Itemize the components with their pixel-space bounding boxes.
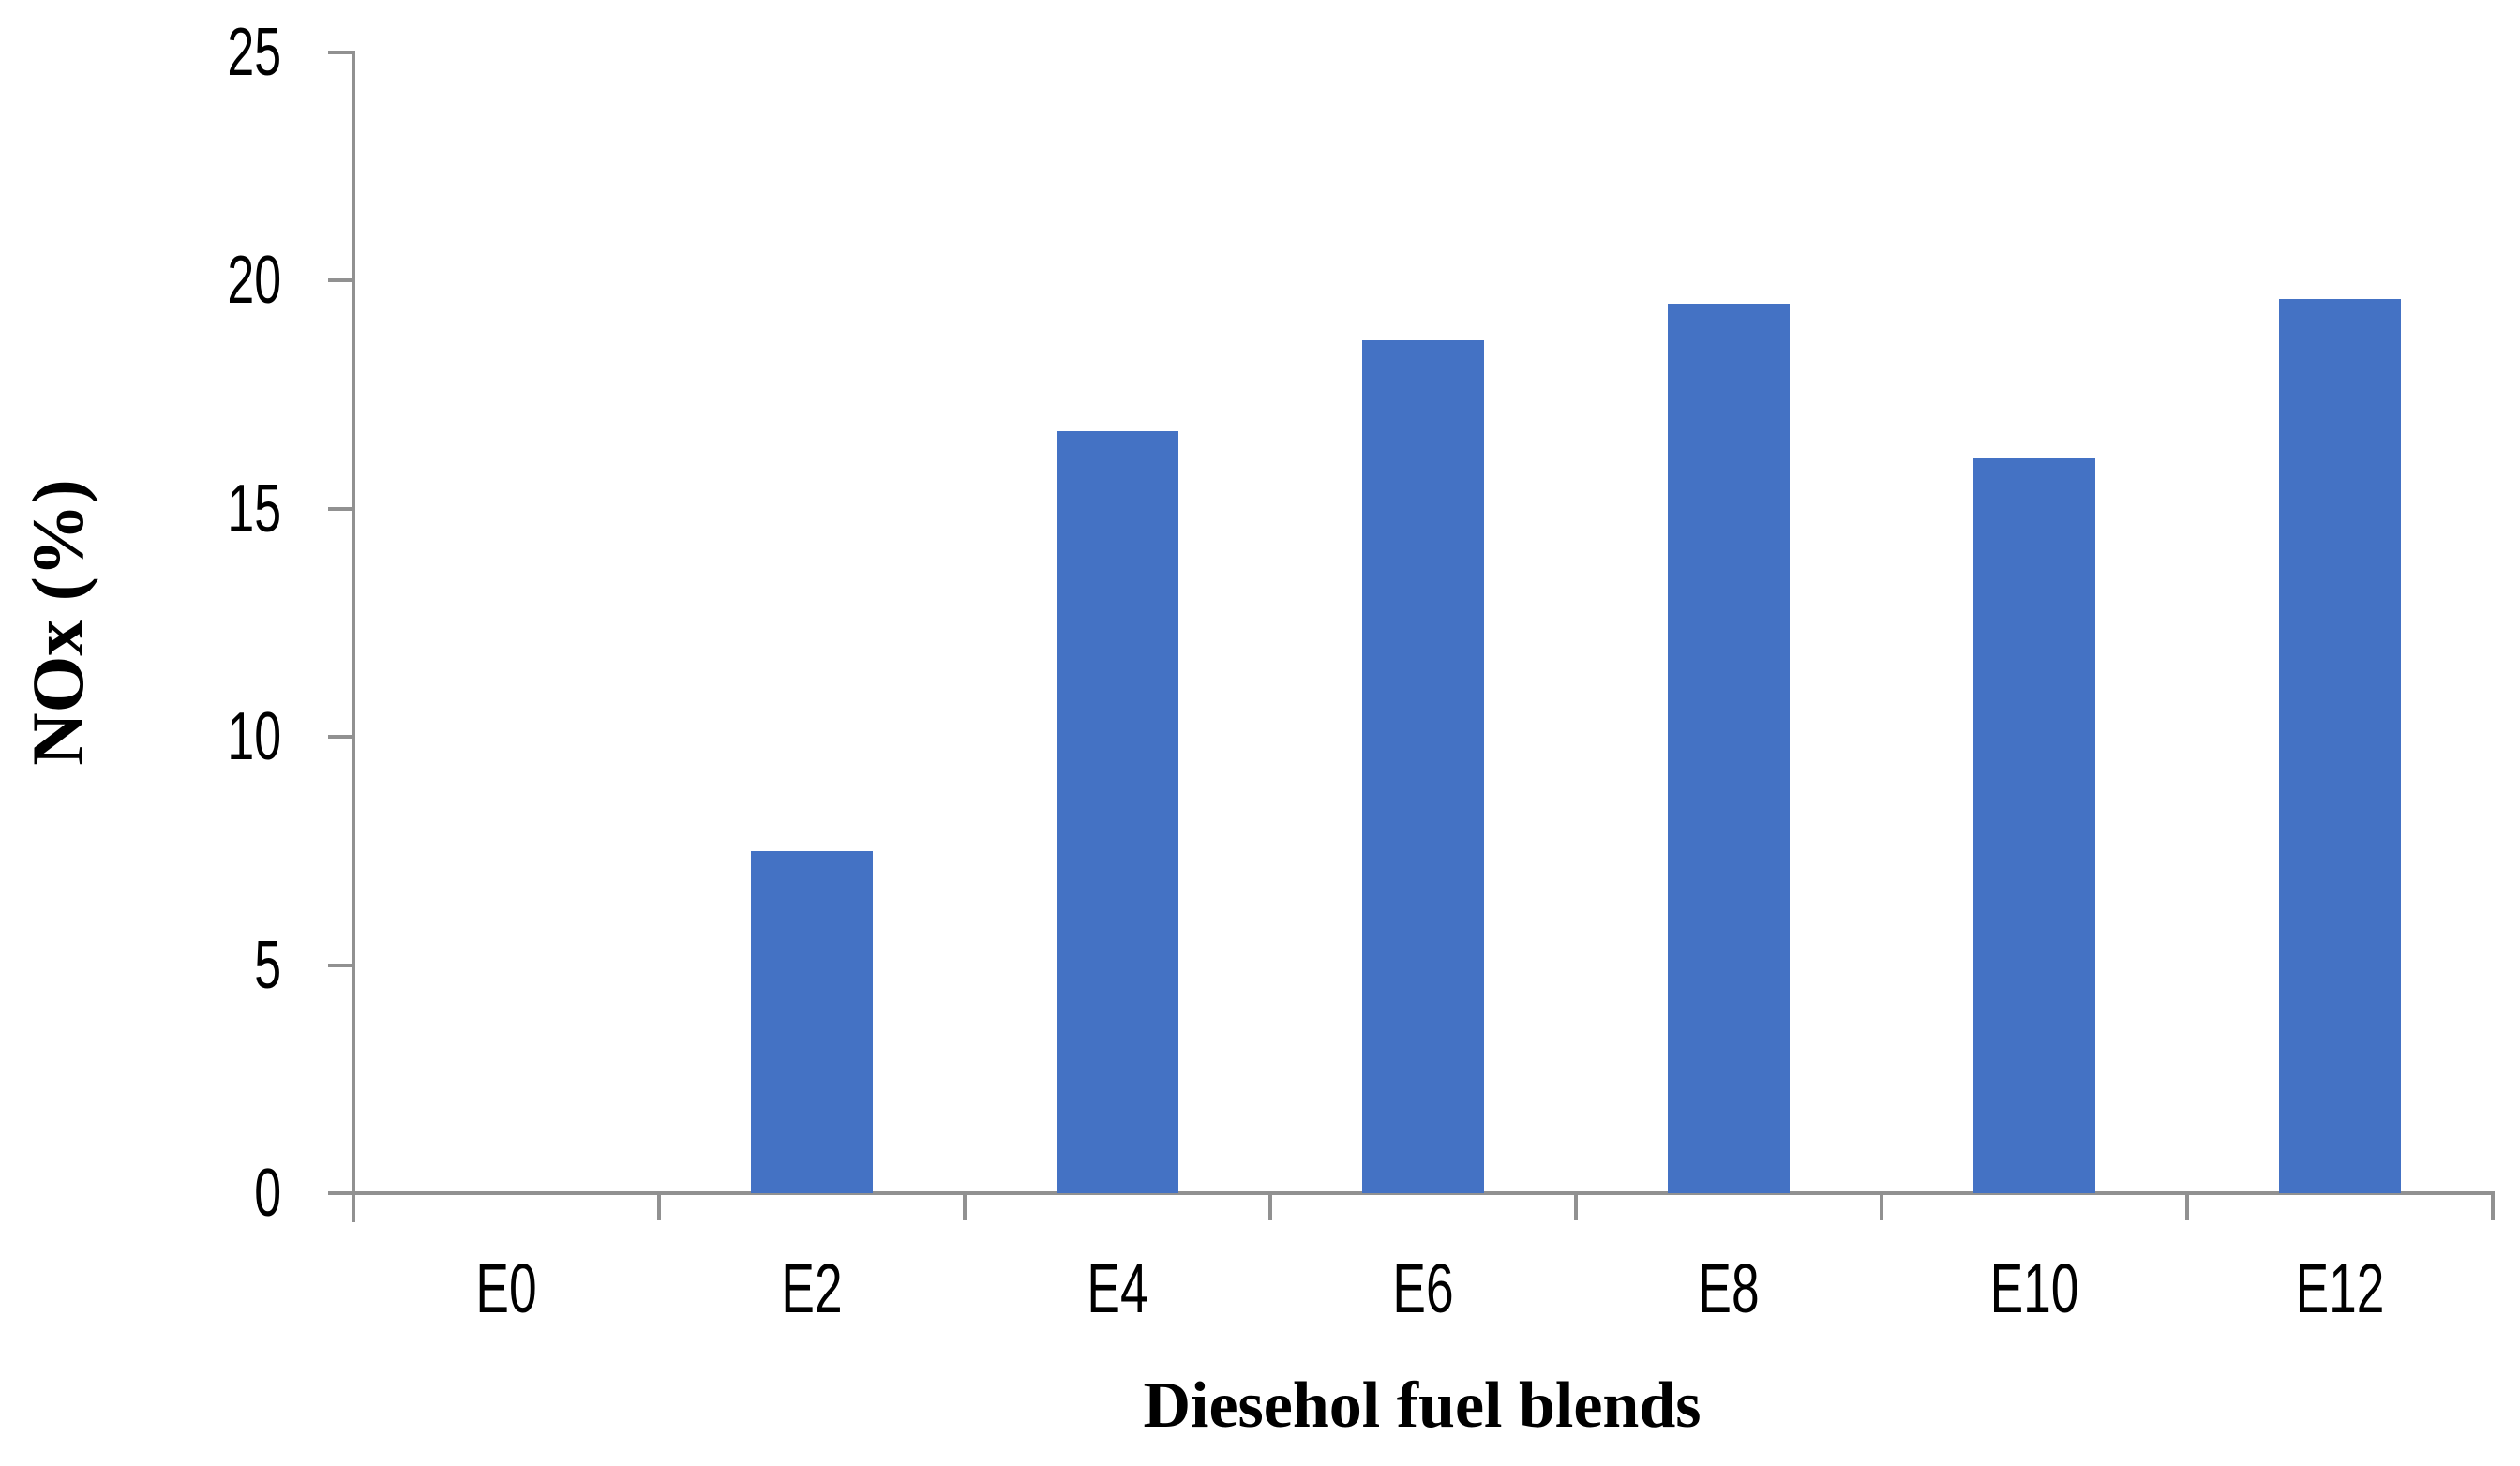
x-tick-mark [1574, 1193, 1578, 1220]
y-tick-label: 10 [227, 699, 281, 775]
bar-E12 [2278, 298, 2402, 1193]
bar-E6 [1361, 339, 1485, 1193]
y-axis-line [352, 51, 355, 1222]
x-category-label-E6: E6 [1392, 1249, 1454, 1327]
x-tick-mark [2185, 1193, 2189, 1220]
x-category-label-E0: E0 [475, 1249, 537, 1327]
bar-E10 [1972, 458, 2096, 1193]
y-tick-mark [328, 1191, 353, 1195]
x-tick-mark [1268, 1193, 1272, 1220]
x-tick-mark [963, 1193, 967, 1220]
y-axis-title: NOx (%) [17, 479, 98, 766]
y-tick-label: 15 [227, 471, 281, 546]
x-axis-line [352, 1191, 2495, 1195]
x-axis-title: Diesehol fuel blends [1143, 1369, 1702, 1442]
x-tick-mark [1880, 1193, 1883, 1220]
y-tick-mark [328, 506, 353, 511]
y-tick-mark [328, 51, 353, 54]
x-tick-mark [657, 1193, 661, 1220]
x-category-label-E12: E12 [2295, 1249, 2385, 1327]
x-category-label-E10: E10 [1989, 1249, 2079, 1327]
x-tick-mark [2491, 1193, 2495, 1220]
y-tick-label: 0 [254, 1156, 281, 1231]
x-category-label-E8: E8 [1698, 1249, 1760, 1327]
x-category-label-E4: E4 [1087, 1249, 1148, 1327]
x-category-label-E2: E2 [781, 1249, 843, 1327]
y-tick-label: 5 [254, 927, 281, 1003]
y-tick-mark [328, 278, 353, 283]
y-tick-mark [328, 963, 353, 967]
y-tick-mark [328, 735, 353, 740]
y-tick-label: 25 [227, 15, 281, 90]
bar-E2 [750, 850, 874, 1193]
y-tick-label: 20 [227, 243, 281, 319]
x-tick-mark [352, 1193, 355, 1220]
bar-E4 [1056, 431, 1179, 1193]
bar-E8 [1667, 303, 1791, 1193]
